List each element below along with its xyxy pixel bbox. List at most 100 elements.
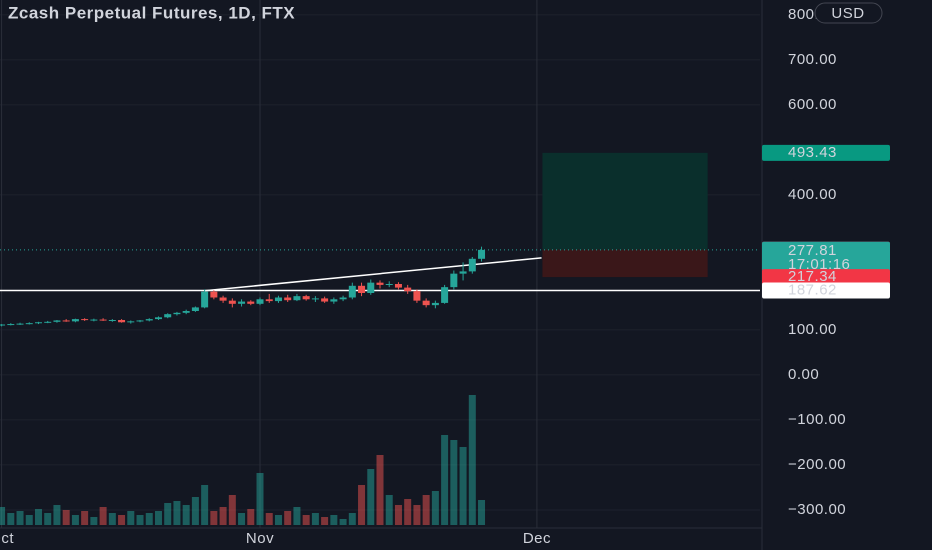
candle-body (422, 300, 430, 306)
volume-bar (118, 515, 126, 525)
volume-bar (468, 395, 476, 525)
volume-bar (385, 495, 393, 525)
y-tick-label: 700.00 (788, 51, 837, 68)
volume-bar (431, 491, 439, 525)
volume-bar (413, 505, 421, 525)
price-axis: 800.00700.00600.00400.00100.000.00−100.0… (762, 2, 890, 518)
price-label: 217.34 (788, 268, 837, 285)
volume-bar (62, 510, 70, 525)
candle-body (468, 258, 476, 272)
volume-bar (108, 513, 116, 525)
volume-bar (348, 513, 356, 525)
candle-body (210, 291, 218, 298)
volume-bar (0, 507, 6, 525)
volume-bar (34, 509, 42, 525)
candle-body (293, 296, 301, 301)
x-tick-label: Nov (246, 530, 274, 547)
volume-bar (81, 511, 89, 525)
volume-bar (256, 473, 264, 525)
volume-bar (367, 469, 375, 525)
x-tick-label: Oct (0, 530, 14, 547)
volume-bar (450, 440, 458, 525)
candle-body (25, 323, 33, 325)
candle-body (358, 285, 366, 294)
candle-body (404, 287, 412, 292)
volume-bar (136, 515, 144, 525)
countdown: 17:01:16 (788, 256, 850, 273)
volume-bar (441, 435, 449, 525)
candle-body (44, 321, 52, 323)
price-label: 187.62 (788, 281, 837, 298)
volume-bar (173, 501, 181, 525)
candle-body (127, 321, 135, 323)
candle-body (302, 296, 310, 300)
candle-body (238, 301, 246, 304)
candle-body (431, 302, 439, 306)
candle-body (62, 320, 70, 322)
candle-body (219, 297, 227, 301)
candle-body (108, 320, 116, 322)
volume-bar (311, 513, 319, 525)
volume-bar (358, 485, 366, 525)
candle-body (118, 320, 126, 323)
candle-body (182, 311, 190, 313)
candle-body (348, 285, 356, 298)
volume-bar (191, 497, 199, 525)
price-label-box (762, 282, 890, 299)
candle-body (16, 323, 24, 325)
candle-body (274, 297, 282, 302)
candle-body (173, 312, 181, 315)
candle-body (34, 322, 42, 324)
volume-bar (238, 513, 246, 525)
candle-body (376, 282, 384, 285)
candle-body (385, 284, 393, 286)
y-tick-label: −100.00 (788, 411, 846, 428)
candle-body (71, 319, 79, 322)
candle-body (367, 282, 375, 294)
volume-bar (376, 455, 384, 525)
y-tick-label: 0.00 (788, 366, 819, 383)
x-tick-label: Dec (523, 530, 551, 547)
y-tick-label: 100.00 (788, 321, 837, 338)
candle-body (330, 299, 338, 302)
candle-body (191, 307, 199, 312)
volume-bar (459, 447, 467, 525)
candle-body (247, 301, 255, 304)
volume-bar (16, 511, 24, 525)
candle-body (256, 299, 264, 304)
candle-body (311, 298, 319, 300)
volume-bar (71, 515, 79, 525)
candle-body (228, 300, 236, 304)
candle-body (413, 291, 421, 301)
candle-body (81, 319, 89, 321)
currency-button[interactable] (814, 2, 883, 24)
trend-line (204, 257, 542, 292)
currency-label: USD (831, 5, 864, 22)
candle-body (136, 320, 144, 322)
candle-body (53, 320, 61, 322)
volume-bar (127, 511, 135, 525)
candle-body (394, 284, 402, 288)
volume-bar (321, 517, 329, 525)
price-label: 493.43 (788, 144, 837, 161)
candle-body (265, 299, 273, 302)
volume-bar (265, 513, 273, 525)
volume-bar (247, 509, 255, 525)
volume-bar (7, 513, 15, 525)
volume-bar (339, 519, 347, 525)
volume-bar (25, 515, 33, 525)
volume-bar (201, 485, 209, 525)
volume-bar (219, 507, 227, 525)
price-label-box (762, 144, 890, 161)
candle-body (478, 249, 486, 259)
candle-body (145, 319, 153, 321)
volume-bar (145, 513, 153, 525)
price-pane: Oct Nov Dec (0, 0, 763, 550)
volume-bar (210, 511, 218, 525)
volume-bar (404, 499, 412, 525)
volume-bar (182, 505, 190, 525)
y-tick-label: −200.00 (788, 456, 846, 473)
volume-bar (274, 515, 282, 525)
price-label-box (762, 269, 890, 286)
